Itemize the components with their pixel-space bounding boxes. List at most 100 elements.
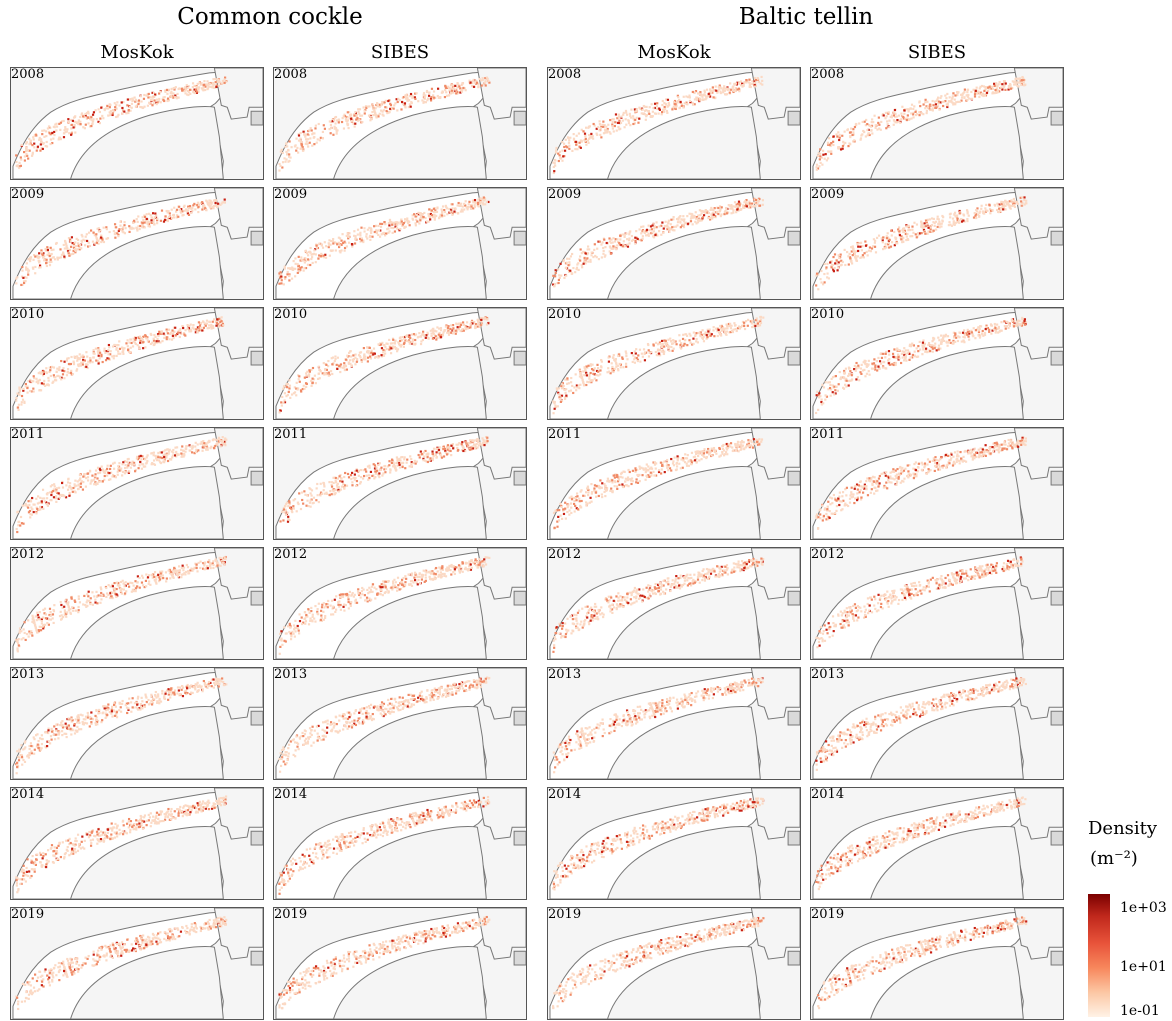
density-cell [634,352,637,355]
density-cell [362,239,365,242]
density-cell [377,233,380,237]
density-cell [212,83,215,86]
density-cell [472,201,475,204]
density-cell [832,140,835,143]
density-cell [325,245,328,248]
density-cell [655,221,658,224]
density-cell [454,84,457,87]
panel-year-label: 2009 [11,187,45,202]
density-cell [616,244,619,247]
density-cell [643,351,647,354]
density-cell [885,115,888,118]
density-cell [911,113,915,116]
density-cell [342,241,345,245]
density-cell [859,256,862,259]
density-cell [662,108,665,112]
density-cell [861,254,864,257]
density-cell [651,231,654,234]
density-cell [459,329,462,332]
density-cell [918,111,921,114]
density-cell [1021,77,1025,80]
density-cell [877,234,881,237]
density-cell [219,318,223,322]
density-cell [1002,201,1005,204]
density-cell [621,357,624,360]
density-cell [937,346,940,350]
density-cell [609,132,612,135]
density-cell [431,328,434,332]
coastline [250,110,263,126]
density-cell [603,128,607,131]
density-cell [859,138,862,141]
density-cell [363,230,366,233]
density-cell [436,94,439,98]
density-cell [61,120,64,123]
density-cell [298,375,301,378]
density-cell [299,268,302,271]
density-cell [288,153,291,156]
density-cell [174,326,177,329]
density-cell [220,202,223,205]
density-cell [64,130,67,133]
density-cell [583,260,587,263]
density-cell [74,245,78,248]
density-cell [347,355,350,358]
density-cell [725,93,729,96]
density-cell [940,341,943,344]
density-cell [873,114,876,117]
density-cell [686,344,689,347]
density-cell [701,337,705,340]
density-cell [418,332,421,335]
density-cell [613,240,617,243]
density-cell [401,223,405,226]
density-cell [601,241,604,244]
density-cell [320,244,323,247]
density-cell [1023,203,1026,206]
mainland-area [870,346,1024,419]
density-cell [645,228,649,231]
density-cell [207,83,210,86]
density-cell [382,114,385,117]
density-cell [912,116,915,119]
density-cell [345,245,348,248]
density-cell [339,363,343,366]
density-cell [595,127,598,130]
density-cell [602,252,605,255]
density-cell [910,103,914,106]
density-cell [46,250,50,253]
density-cell [62,132,66,135]
density-cell [667,347,670,350]
density-cell [30,154,34,157]
map-panel: 2009 [810,187,1064,300]
density-cell [875,360,878,363]
density-cell [38,252,41,255]
density-cell [217,84,220,87]
density-cell [303,261,306,264]
density-cell [71,373,74,376]
density-cell [467,203,470,206]
density-cell [209,85,212,88]
density-cell [709,88,712,91]
density-cell [456,326,459,329]
density-cell [375,103,378,107]
density-cell [288,387,291,390]
density-cell [934,106,937,109]
density-cell [437,217,441,220]
density-cell [353,125,356,128]
panel-year-label: 2010 [274,307,308,322]
density-cell [41,133,44,136]
density-cell [191,85,194,89]
density-cell [279,271,282,274]
density-cell [665,225,668,228]
density-cell [187,85,190,88]
density-cell [215,324,218,327]
density-cell [44,247,47,251]
density-cell [970,90,973,94]
density-cell [47,376,50,380]
density-cell [426,97,430,100]
density-cell [290,146,293,149]
density-cell [1018,81,1021,84]
density-cell [552,165,555,168]
density-cell [874,124,877,127]
density-cell [842,140,845,143]
